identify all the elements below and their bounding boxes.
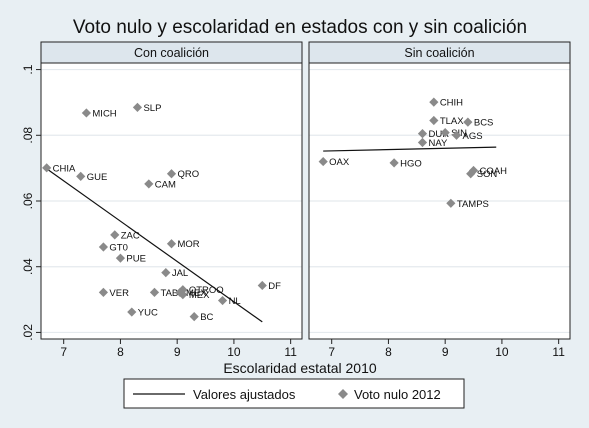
- data-point: [446, 198, 456, 208]
- point-label: CHIA: [53, 163, 76, 174]
- point-label: CAM: [155, 179, 176, 190]
- fit-line: [323, 146, 497, 152]
- x-tick-label: 10: [495, 345, 509, 359]
- y-tick-label: .08: [21, 127, 35, 144]
- strip-label: Sin coalición: [404, 46, 474, 60]
- data-point: [440, 128, 450, 138]
- point-label: AGS: [463, 131, 483, 142]
- point-label: SON: [477, 169, 498, 180]
- fit-line: [46, 168, 263, 323]
- data-point: [466, 169, 476, 179]
- point-label: MEX: [189, 290, 210, 301]
- legend-label: Voto nulo 2012: [354, 387, 441, 402]
- x-tick-label: 8: [117, 345, 124, 359]
- chart-title: Voto nulo y escolaridad en estados con y…: [73, 17, 527, 38]
- data-point: [468, 165, 479, 176]
- point-label: JAL: [172, 268, 188, 279]
- data-point: [417, 129, 428, 139]
- data-point: [132, 102, 143, 112]
- point-label: NL: [229, 296, 241, 307]
- data-point: [76, 171, 86, 181]
- point-label: MICH: [92, 108, 116, 119]
- data-point: [149, 287, 160, 297]
- point-label: MOR: [178, 239, 200, 250]
- data-point: [98, 287, 109, 297]
- x-tick-label: 7: [60, 345, 67, 359]
- x-tick-label: 10: [227, 345, 241, 359]
- data-point: [166, 169, 177, 179]
- data-point: [166, 239, 177, 249]
- data-point: [189, 312, 199, 322]
- data-point: [178, 290, 188, 300]
- point-label: TAMPS: [457, 199, 489, 210]
- y-tick-label: .06: [21, 192, 35, 209]
- point-label: DUR: [428, 129, 449, 140]
- x-tick-label: 11: [552, 345, 565, 359]
- panel-1: Con coalición 7 8 9 10 11 .02 .04 .06 .08 .1 SLP MIC…: [21, 41, 303, 359]
- point-label: QRO: [178, 169, 200, 180]
- data-point: [81, 108, 91, 118]
- x-tick-label: 9: [174, 345, 181, 359]
- point-label: YUC: [138, 308, 158, 319]
- x-tick-label: 8: [385, 345, 392, 359]
- data-point: [318, 156, 328, 167]
- data-point: [175, 287, 185, 297]
- data-point: [429, 97, 439, 107]
- data-point: [217, 295, 228, 306]
- x-tick-label: 11: [284, 345, 297, 359]
- legend-label: Valores ajustados: [193, 387, 296, 402]
- data-point: [429, 115, 439, 126]
- point-label: CHIH: [440, 98, 463, 109]
- point-label: PUE: [126, 254, 146, 265]
- plot-frame: [308, 62, 571, 340]
- data-point: [257, 280, 267, 291]
- point-label: NAY: [428, 138, 447, 149]
- data-point: [42, 163, 52, 173]
- point-label: TLAX: [440, 116, 464, 127]
- point-label: ZAC: [121, 230, 140, 241]
- point-label: HGO: [400, 158, 422, 169]
- legend-marker-key: [338, 389, 348, 399]
- data-point: [389, 158, 399, 168]
- point-label: SLP: [143, 103, 161, 114]
- data-point: [115, 253, 126, 263]
- point-label: GT0: [109, 243, 127, 254]
- data-point: [463, 117, 473, 127]
- point-label: BCS: [474, 118, 494, 129]
- y-tick-label: .04: [21, 258, 35, 275]
- data-point: [417, 137, 428, 148]
- data-point: [110, 230, 120, 240]
- point-label: DF: [268, 281, 281, 292]
- y-tick-label: .1: [21, 64, 35, 74]
- point-label: COAH: [480, 166, 508, 177]
- panels: Con coalición 7 8 9 10 11 .02 .04 .06 .08 .1 SLP MIC…: [21, 41, 571, 359]
- point-label: GUE: [87, 172, 108, 183]
- point-label: BC: [200, 312, 213, 323]
- point-label: VER: [109, 288, 129, 299]
- data-point: [98, 242, 109, 252]
- point-label: OTROO: [189, 285, 224, 296]
- point-label: TAB: [160, 288, 178, 299]
- data-point: [144, 179, 154, 189]
- point-label: MEX: [186, 288, 207, 299]
- strip-label: Con coalición: [134, 46, 209, 60]
- x-axis-title: Escolaridad estatal 2010: [223, 360, 377, 376]
- panel-2: Sin coalición7891011CHIHTLAXBCSDURSINAGS…: [308, 41, 571, 359]
- legend: Valores ajustados Voto nulo 2012: [123, 378, 465, 409]
- point-label: OAX: [329, 157, 350, 168]
- y-tick-label: .02: [21, 324, 35, 341]
- data-point: [161, 268, 171, 278]
- data-point: [127, 307, 137, 317]
- x-tick-label: 9: [442, 345, 449, 359]
- data-point: [451, 130, 462, 140]
- x-tick-label: 7: [328, 345, 335, 359]
